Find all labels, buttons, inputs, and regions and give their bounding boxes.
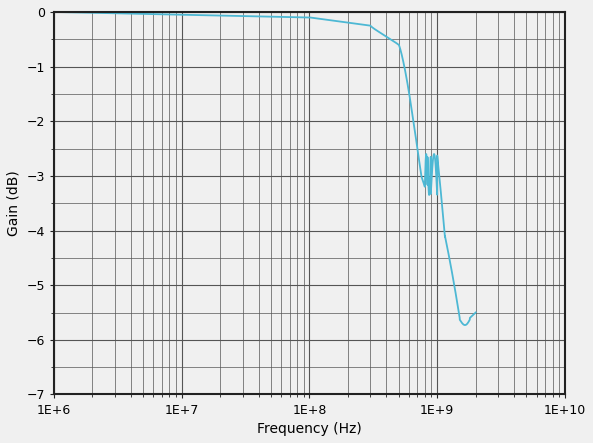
Y-axis label: Gain (dB): Gain (dB) <box>7 170 21 236</box>
X-axis label: Frequency (Hz): Frequency (Hz) <box>257 422 362 436</box>
